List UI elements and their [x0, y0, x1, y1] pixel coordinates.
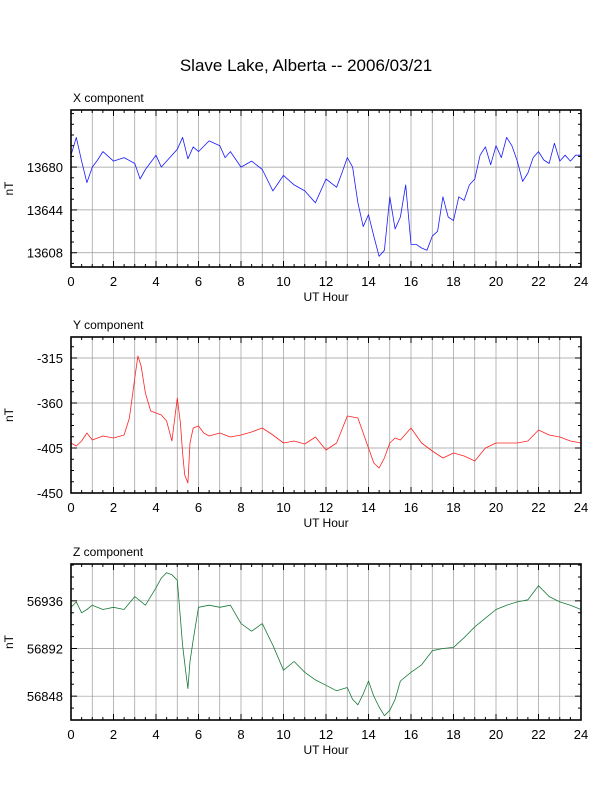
z-x-tick-label: 4	[152, 727, 159, 742]
y-x-tick-label: 12	[319, 500, 333, 515]
z-x-tick-label: 16	[404, 727, 418, 742]
x-x-tick-label: 0	[67, 274, 74, 289]
y-x-tick-label: 10	[276, 500, 290, 515]
x-x-tick-label: 2	[110, 274, 117, 289]
z-x-tick-label: 8	[237, 727, 244, 742]
x-y-tick-label: 13680	[27, 160, 63, 175]
y-x-tick-label: 18	[446, 500, 460, 515]
y-x-tick-label: 4	[152, 500, 159, 515]
z-x-tick-label: 18	[446, 727, 460, 742]
x-x-tick-label: 18	[446, 274, 460, 289]
z-x-tick-label: 2	[110, 727, 117, 742]
y-x-tick-label: 24	[574, 500, 588, 515]
x-y-tick-label: 13608	[27, 246, 63, 261]
z-panel-title: Z component	[73, 545, 144, 559]
x-series-line	[70, 136, 581, 257]
x-x-tick-label: 8	[237, 274, 244, 289]
z-x-tick-label: 6	[195, 727, 202, 742]
x-x-tick-label: 6	[195, 274, 202, 289]
figure-title: Slave Lake, Alberta -- 2006/03/21	[179, 56, 433, 75]
x-y-axis-label: nT	[2, 181, 16, 196]
z-x-tick-label: 12	[319, 727, 333, 742]
z-y-tick-label: 56848	[27, 689, 63, 704]
z-x-tick-label: 20	[489, 727, 503, 742]
y-panel-title: Y component	[73, 318, 144, 332]
z-x-tick-label: 14	[361, 727, 375, 742]
z-y-axis-label: nT	[2, 634, 16, 649]
y-x-tick-label: 2	[110, 500, 117, 515]
y-x-tick-label: 8	[237, 500, 244, 515]
z-series-line	[70, 572, 582, 717]
x-x-tick-label: 20	[489, 274, 503, 289]
y-x-tick-label: 14	[361, 500, 375, 515]
x-x-tick-label: 24	[574, 274, 588, 289]
z-x-tick-label: 10	[276, 727, 290, 742]
x-y-tick-label: 13644	[27, 203, 63, 218]
z-x-tick-label: 22	[531, 727, 545, 742]
y-y-tick-label: -360	[37, 396, 63, 411]
x-x-tick-label: 22	[531, 274, 545, 289]
x-x-axis-label: UT Hour	[303, 290, 348, 304]
y-series-line	[70, 355, 582, 484]
y-y-tick-label: -405	[37, 441, 63, 456]
y-x-tick-label: 0	[67, 500, 74, 515]
x-x-tick-label: 10	[276, 274, 290, 289]
y-y-tick-label: -450	[37, 486, 63, 501]
z-x-tick-label: 0	[67, 727, 74, 742]
x-x-tick-label: 16	[404, 274, 418, 289]
y-x-axis-label: UT Hour	[303, 516, 348, 530]
x-panel-title: X component	[73, 91, 144, 105]
z-x-tick-label: 24	[574, 727, 588, 742]
y-y-tick-label: -315	[37, 351, 63, 366]
z-y-tick-label: 56892	[27, 642, 63, 657]
y-x-tick-label: 6	[195, 500, 202, 515]
x-x-tick-label: 4	[152, 274, 159, 289]
x-x-tick-label: 12	[319, 274, 333, 289]
x-x-tick-label: 14	[361, 274, 375, 289]
z-y-tick-label: 56936	[27, 594, 63, 609]
y-x-tick-label: 22	[531, 500, 545, 515]
y-x-tick-label: 16	[404, 500, 418, 515]
z-x-axis-label: UT Hour	[303, 743, 348, 757]
y-y-axis-label: nT	[2, 407, 16, 422]
y-component-panel: 0 2 4 6 8 10 12 14 16 18 20 22 24-315-360-405-450UT …	[2, 318, 588, 530]
y-x-tick-label: 20	[489, 500, 503, 515]
